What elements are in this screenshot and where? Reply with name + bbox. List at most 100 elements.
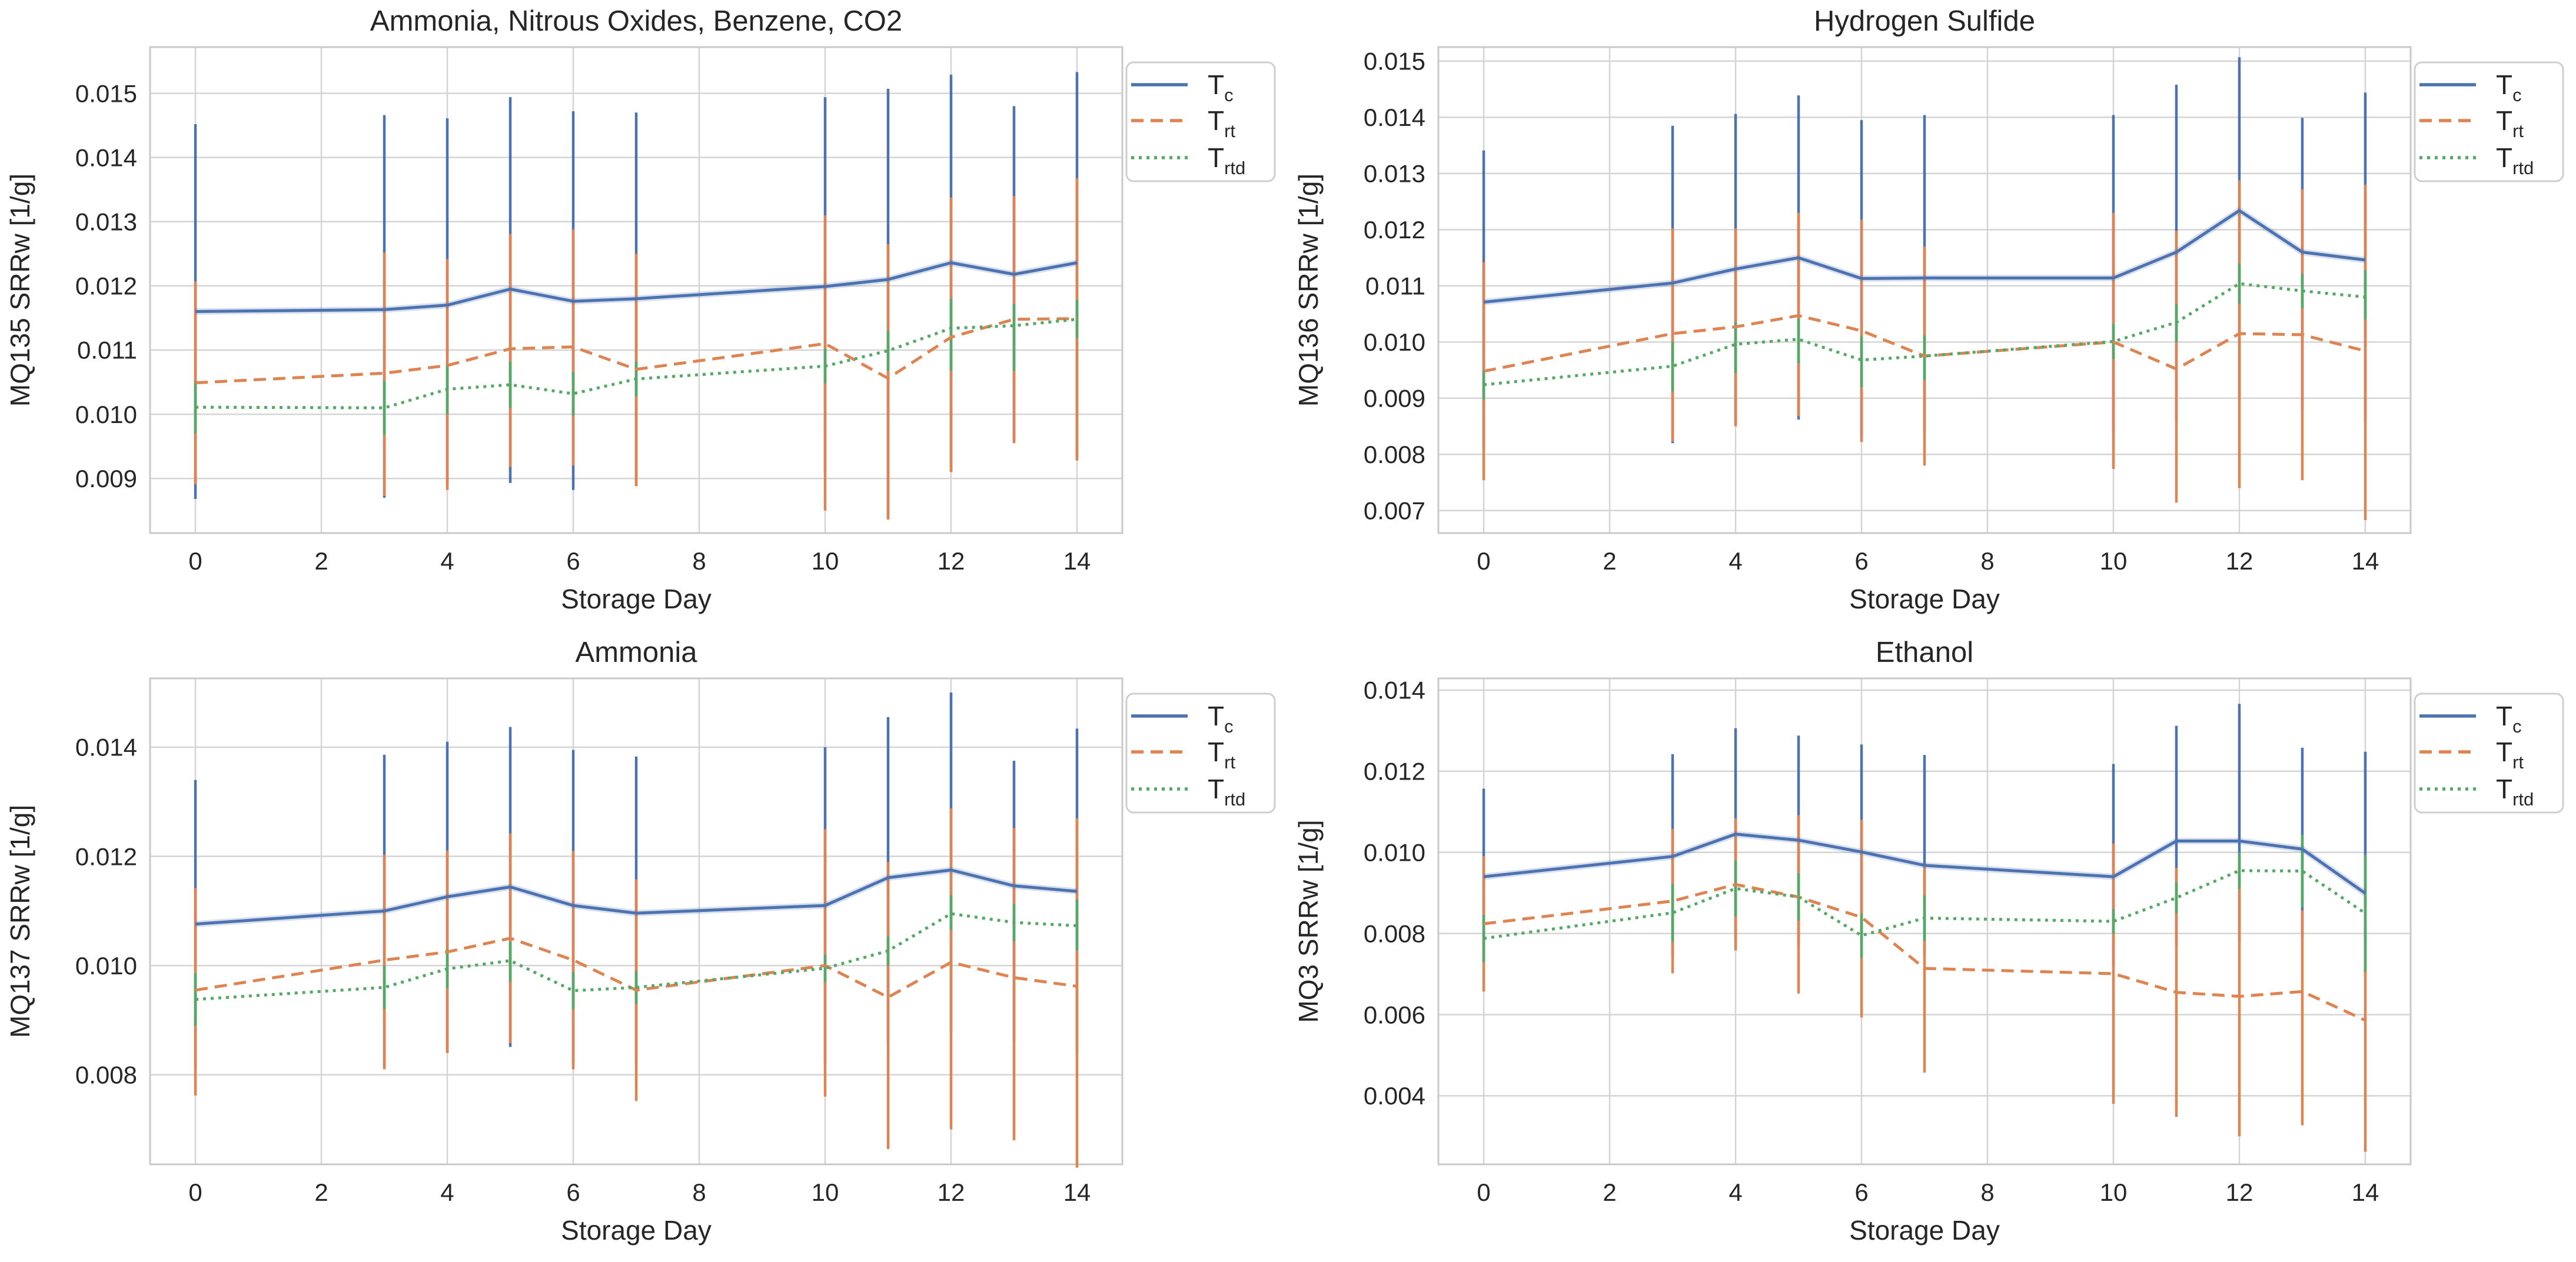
x-tick-label: 12 [938, 547, 965, 575]
x-tick-label: 8 [1980, 1178, 1994, 1206]
y-axis-label: MQ135 SRRw [1/g] [5, 174, 35, 407]
x-tick-label: 2 [314, 1178, 328, 1206]
legend-label-Tc: Tc [2496, 701, 2522, 737]
x-tick-label: 8 [692, 547, 706, 575]
x-tick-label: 8 [692, 1178, 706, 1206]
chart-svg-top-right: 0.007 0.008 0.009 0.010 0.011 0.012 0.013 0.014… [1293, 5, 2564, 614]
x-tick-label: 14 [2351, 547, 2379, 575]
x-tick-label: 10 [2099, 1178, 2127, 1206]
y-tick-label: 0.007 [1363, 497, 1425, 525]
x-tick-label: 10 [812, 547, 839, 575]
chart-title: Ammonia [576, 637, 698, 668]
x-tick-label: 10 [812, 1178, 839, 1206]
x-tick-label: 4 [440, 1178, 454, 1206]
y-tick-label: 0.008 [75, 1061, 137, 1088]
x-tick-label: 14 [1063, 1178, 1091, 1206]
series-line-Trt [1483, 314, 2366, 373]
legend-label-subscript: c [2512, 716, 2522, 737]
y-tick-label: 0.009 [75, 465, 137, 492]
legend-label-Tc: Tc [1208, 701, 1234, 737]
x-tick-label: 0 [1477, 547, 1490, 575]
y-tick-label: 0.010 [75, 401, 137, 428]
x-tick-label: 4 [440, 547, 454, 575]
x-tick-label: 6 [566, 1178, 580, 1206]
legend-label-subscript: rtd [1224, 789, 1245, 810]
legend-label-main: T [1208, 142, 1224, 173]
plot-border [1437, 46, 2411, 534]
legend-box [1125, 61, 1276, 182]
legend-label-subscript: rtd [2512, 158, 2534, 178]
legend-label-main: T [1208, 774, 1224, 804]
legend-label-subscript: c [1224, 716, 1234, 737]
plot-border [1437, 677, 2411, 1165]
legend-label-main: T [1208, 69, 1224, 100]
legend-label-Trtd: Trtd [1208, 774, 1245, 810]
x-tick-label: 0 [188, 547, 202, 575]
plot-border [149, 677, 1124, 1165]
legend-label-subscript: rt [1224, 121, 1235, 141]
x-tick-label: 6 [1854, 1178, 1868, 1206]
legend-label-main: T [1208, 105, 1224, 136]
legend-box [2414, 61, 2564, 182]
x-tick-label: 6 [1854, 547, 1868, 575]
y-tick-label: 0.013 [1363, 160, 1425, 188]
x-tick-label: 2 [314, 547, 328, 575]
y-tick-label: 0.010 [75, 951, 137, 979]
y-tick-label: 0.012 [75, 272, 137, 300]
chart-hydrogen-sulfide: 0.007 0.008 0.009 0.010 0.011 0.012 0.013 0.014… [1288, 0, 2576, 631]
y-tick-label: 0.014 [1363, 676, 1425, 704]
legend-label-subscript: c [2512, 85, 2522, 105]
x-tick-label: 14 [1063, 547, 1091, 575]
y-tick-label: 0.009 [1363, 385, 1425, 412]
x-tick-label: 0 [188, 1178, 202, 1206]
legend-label-subscript: rtd [2512, 789, 2534, 810]
legend-label-Trtd: Trtd [1208, 142, 1245, 178]
legend-label-Trt: Trt [2496, 105, 2524, 141]
legend-label-subscript: rt [1224, 752, 1235, 772]
chart-svg-bottom-left: 0.008 0.010 0.012 0.014 0 2 4 6 8 10 12 14 Ammonia St… [5, 637, 1276, 1246]
legend-label-Trtd: Trtd [2496, 142, 2534, 178]
y-axis-label: MQ136 SRRw [1/g] [1293, 174, 1324, 407]
chart-ethanol: 0.004 0.006 0.008 0.010 0.012 0.014 0 2 4 6 8 10 12 1… [1288, 631, 2576, 1262]
legend-label-main: T [2496, 701, 2512, 731]
series-line-Trtd [195, 318, 1078, 409]
series-line-Tc [195, 868, 1078, 925]
y-tick-label: 0.015 [1363, 48, 1425, 75]
chart-ammonia: 0.008 0.010 0.012 0.014 0 2 4 6 8 10 12 14 Ammonia St… [0, 631, 1288, 1262]
series-line-Trt [195, 317, 1077, 385]
legend-label-main: T [2496, 737, 2512, 767]
y-tick-label: 0.014 [1363, 104, 1425, 131]
y-tick-label: 0.012 [1363, 216, 1425, 244]
y-tick-label: 0.014 [75, 144, 137, 171]
x-tick-label: 0 [1477, 1178, 1490, 1206]
y-tick-label: 0.011 [77, 337, 137, 364]
legend-label-Trtd: Trtd [2496, 774, 2534, 810]
chart-title: Ammonia, Nitrous Oxides, Benzene, CO2 [370, 5, 902, 37]
y-tick-label: 0.013 [75, 208, 137, 235]
x-tick-label: 4 [1729, 1178, 1742, 1206]
chart-title: Ethanol [1875, 637, 1973, 668]
x-tick-label: 8 [1980, 547, 1994, 575]
legend-label-Trt: Trt [1208, 737, 1235, 772]
plot-border [149, 46, 1124, 534]
x-tick-label: 4 [1729, 547, 1742, 575]
y-tick-label: 0.008 [1363, 920, 1425, 947]
series-line-Tc [1483, 832, 2366, 894]
y-axis-label: MQ137 SRRw [1/g] [5, 804, 35, 1037]
legend-label-subscript: rt [2512, 121, 2524, 141]
series-line-Trt [1483, 883, 2366, 1022]
series-line-Tc [1483, 209, 2365, 304]
series-line-Tc [195, 261, 1078, 314]
y-tick-label: 0.015 [75, 79, 137, 107]
legend-label-main: T [2496, 69, 2512, 100]
y-tick-label: 0.006 [1363, 1001, 1425, 1028]
x-tick-label: 6 [566, 547, 580, 575]
legend-label-main: T [2496, 142, 2512, 173]
y-tick-label: 0.008 [1363, 441, 1425, 468]
legend-label-main: T [2496, 105, 2512, 136]
x-axis-label: Storage Day [561, 584, 712, 614]
series-line-Trt [195, 936, 1078, 999]
y-tick-label: 0.012 [75, 843, 137, 870]
x-tick-label: 12 [2225, 1178, 2253, 1206]
